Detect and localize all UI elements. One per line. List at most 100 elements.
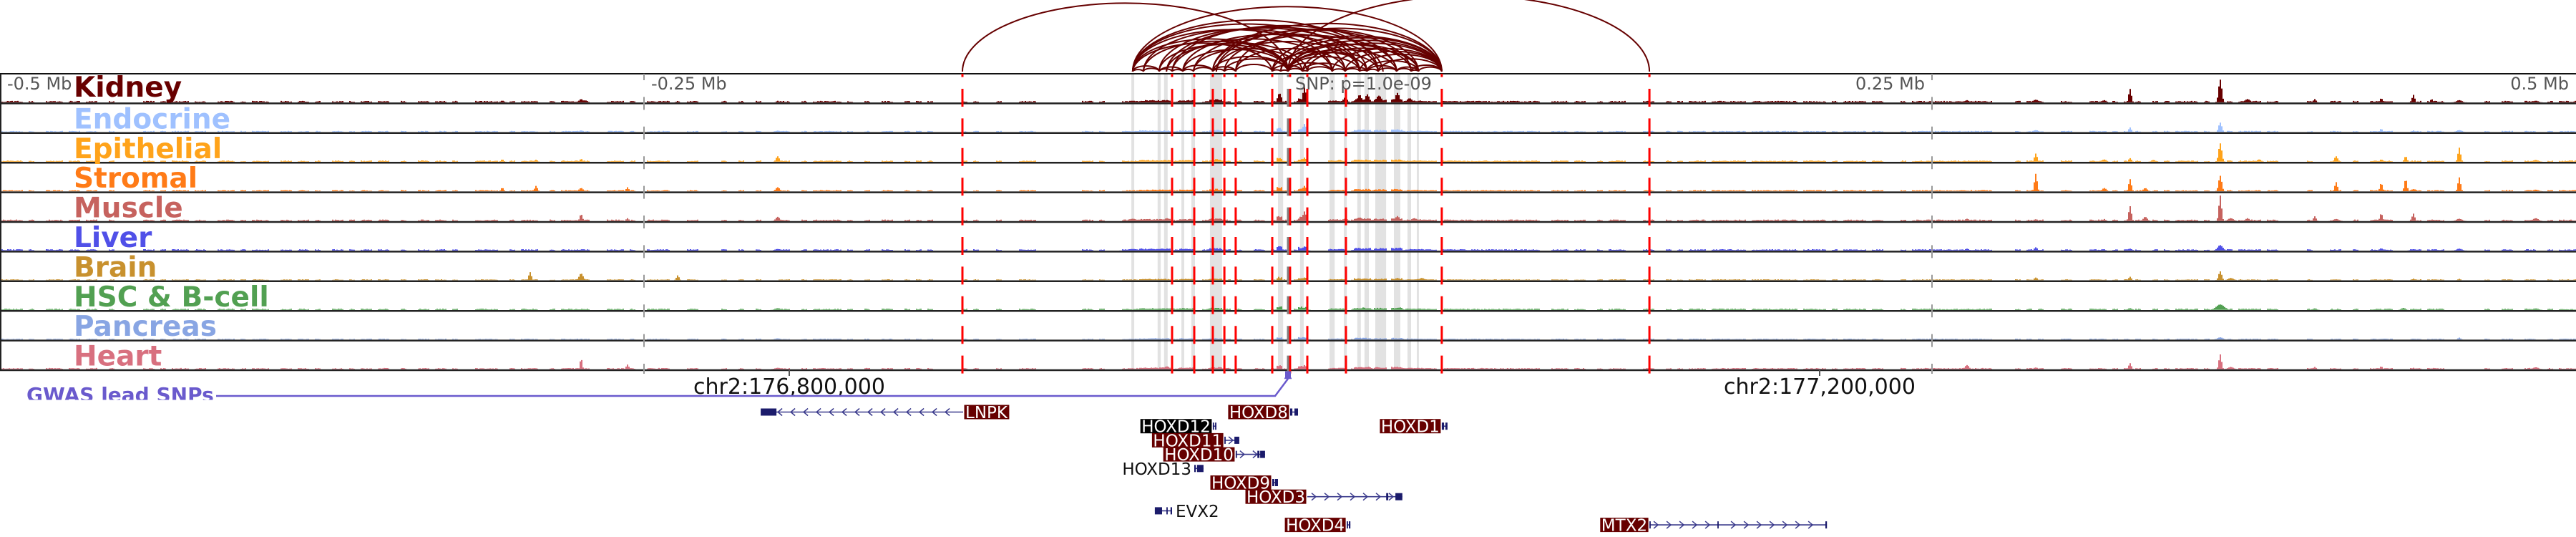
strand-arrow-icon: [854, 407, 860, 417]
link-arc: [1158, 66, 1184, 72]
link-arc: [1287, 62, 1333, 72]
link-arc: [1307, 47, 1420, 72]
link-arc: [1166, 26, 1384, 72]
gene-exon: [1441, 422, 1445, 430]
gene-exon: [1234, 436, 1239, 444]
gene-label: MTX2: [1601, 517, 1647, 536]
link-arc: [1224, 58, 1289, 72]
link-arc: [1307, 66, 1333, 72]
gene-exon: [1349, 521, 1351, 529]
gene-exon: [1275, 479, 1278, 486]
link-arc: [1359, 53, 1443, 72]
gene-hoxd8: HOXD8: [1228, 404, 1298, 422]
strand-arrow-icon: [1228, 436, 1234, 445]
gene-hoxd3: HOXD3: [1245, 488, 1402, 507]
gwas-track-label: GWAS lead SNPs: [26, 383, 214, 407]
gene-mtx2: MTX2: [1600, 517, 1828, 536]
strand-arrow-icon: [841, 407, 847, 417]
link-arc: [1272, 69, 1282, 72]
gene-exon: [761, 408, 777, 416]
link-arc: [1279, 37, 1443, 72]
gene-evx2: EVX2: [1154, 503, 1219, 521]
gene-exon: [1170, 507, 1172, 515]
strand-arrow-icon: [1679, 521, 1685, 529]
strand-arrow-icon: [1337, 493, 1343, 501]
gene-label: HOXD1: [1381, 418, 1440, 437]
link-arc: [1366, 64, 1397, 72]
gene-label: HOXD10: [1164, 446, 1234, 465]
track-label-endocrine: Endocrine: [74, 103, 230, 135]
strand-arrow-icon: [815, 407, 821, 417]
gene-lnpk: LNPK: [761, 404, 1010, 422]
gene-exon: [1154, 507, 1162, 515]
gene-exon: [1212, 422, 1214, 430]
signal-area-hsc-b-cell: [0, 304, 2576, 310]
gene-exon: [1825, 521, 1828, 529]
axis-tick-label: -0.25 Mb: [651, 74, 727, 94]
track-label-pancreas: Pancreas: [74, 311, 217, 343]
link-arc: [1182, 64, 1214, 72]
genomic-coordinate-label: chr2:177,200,000: [1724, 374, 1916, 400]
track-label-hsc-b-cell: HSC & B-cell: [74, 281, 269, 314]
link-arc: [1131, 69, 1144, 72]
gwas-snp-marker-base: [1284, 377, 1292, 379]
gwas-connector-line: [216, 378, 1289, 397]
strand-arrow-icon: [789, 407, 796, 417]
gene-label-background: [964, 405, 1010, 420]
strand-arrow-icon: [1252, 450, 1259, 459]
strand-arrow-icon: [1666, 521, 1672, 529]
strand-arrow-icon: [1743, 521, 1750, 529]
gwas-snp-marker: [1285, 371, 1291, 378]
gene-label-background: [1228, 405, 1289, 420]
axis-tick-label: 0.25 Mb: [1855, 74, 1925, 94]
link-arc: [1272, 64, 1304, 72]
track-label-liver: Liver: [74, 222, 152, 254]
gene-exon: [1272, 479, 1274, 486]
gene-label-background: [1151, 432, 1224, 448]
link-arc: [1182, 68, 1194, 72]
gene-exon: [1649, 521, 1651, 529]
strand-arrow-icon: [931, 407, 937, 417]
strand-arrow-icon: [1311, 493, 1317, 501]
track-labels: KidneyEndocrineEpithelialStromalMuscleLi…: [74, 72, 269, 373]
link-arc: [1410, 64, 1443, 72]
link-arc: [1131, 6, 1443, 72]
strand-arrow-icon: [1807, 521, 1814, 529]
gene-exon: [1257, 450, 1260, 458]
strand-arrow-icon: [1730, 521, 1737, 529]
track-label-muscle: Muscle: [74, 193, 183, 225]
gwas-label-clip: GWAS lead SNPs: [26, 383, 214, 407]
axis: -0.5 Mb -0.25 Mb SNP: p=1.0e-09 0.25 Mb 0.5 …: [7, 74, 2569, 400]
strand-arrow-icon: [1795, 521, 1801, 529]
track-label-brain: Brain: [74, 251, 157, 284]
gene-label-background: [1380, 419, 1441, 434]
gene-exon: [1224, 436, 1226, 444]
gene-label: EVX2: [1176, 503, 1219, 521]
gene-exon: [1260, 450, 1265, 458]
gene-exon: [1717, 521, 1719, 529]
strand-arrow-icon: [1769, 521, 1775, 529]
gene-label: HOXD8: [1229, 404, 1288, 422]
link-arc: [1211, 66, 1236, 72]
signal-area-endocrine: [0, 122, 2576, 132]
gene-exon: [1294, 408, 1298, 416]
axis-tick-label: -0.5 Mb: [7, 74, 72, 94]
gene-hoxd10: HOXD10: [1163, 446, 1265, 465]
gene-exon: [1166, 507, 1168, 515]
axis-tick-label: SNP: p=1.0e-09: [1295, 74, 1432, 94]
track-label-heart: Heart: [74, 341, 162, 373]
gene-label-background: [1245, 489, 1307, 504]
gene-exon: [1196, 465, 1204, 473]
link-arc: [1395, 66, 1420, 72]
strand-arrow-icon: [1362, 493, 1369, 501]
track-label-stromal: Stromal: [74, 163, 197, 195]
link-arc: [1211, 22, 1443, 72]
gene-label: LNPK: [965, 404, 1008, 422]
strand-arrow-icon: [1653, 521, 1659, 529]
gene-exon: [1194, 465, 1196, 473]
gene-hoxd13: HOXD13: [1122, 460, 1204, 479]
link-arc: [1131, 65, 1160, 72]
gene-exon: [1347, 521, 1348, 529]
strand-arrow-icon: [867, 407, 873, 417]
